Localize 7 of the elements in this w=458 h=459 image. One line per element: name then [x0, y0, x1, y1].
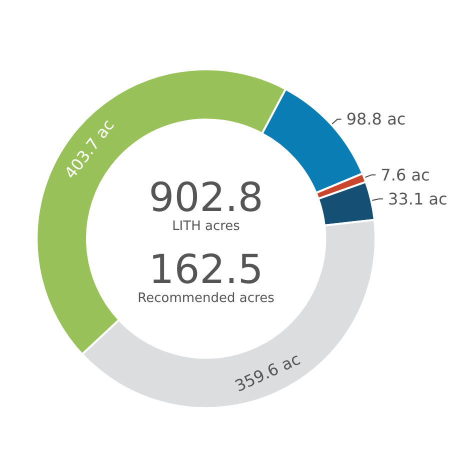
text: LITH acres — [172, 219, 240, 234]
data-label: 98.8 ac — [346, 110, 406, 129]
text: 902.8 — [148, 175, 264, 221]
text: 162.5 — [148, 247, 264, 293]
text: Recommended acres — [138, 291, 275, 306]
data-label: 33.1 ac — [388, 189, 448, 208]
data-label: 7.6 ac — [380, 165, 430, 184]
